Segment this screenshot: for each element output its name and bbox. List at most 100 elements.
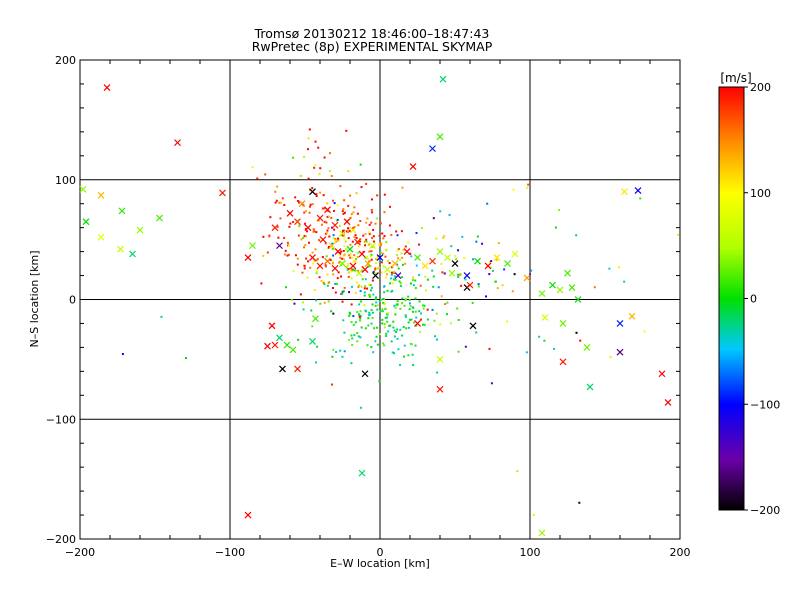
data-dot	[357, 285, 360, 288]
data-dot	[414, 286, 417, 289]
data-dot	[311, 251, 314, 254]
data-dot	[360, 326, 363, 329]
data-cross	[283, 341, 291, 349]
data-cross	[276, 334, 283, 342]
data-dot	[349, 270, 352, 273]
colorbar-gradient	[718, 86, 745, 511]
data-cross	[616, 348, 624, 356]
data-dot	[314, 140, 317, 143]
data-dot	[302, 236, 305, 239]
data-dot	[353, 254, 356, 257]
data-dot	[489, 261, 492, 264]
data-cross	[331, 264, 339, 272]
data-dot	[360, 186, 363, 189]
data-dot	[350, 321, 353, 324]
data-dot	[367, 324, 370, 327]
colorbar-tick-label: 100	[750, 187, 771, 200]
data-dot	[426, 308, 429, 311]
data-dot	[315, 270, 318, 273]
data-dot	[371, 303, 374, 306]
data-cross	[493, 254, 501, 262]
data-cross	[294, 218, 301, 226]
data-dot	[370, 346, 373, 349]
data-dot	[409, 282, 412, 285]
data-dot	[364, 256, 367, 259]
data-cross	[331, 221, 339, 229]
data-dot	[411, 279, 414, 282]
data-dot	[426, 318, 429, 321]
data-dot	[375, 335, 378, 338]
data-dot	[355, 237, 358, 240]
data-dot	[353, 226, 356, 229]
data-cross	[309, 337, 316, 345]
data-dot	[506, 320, 509, 323]
data-dot	[477, 283, 480, 286]
data-dot	[330, 216, 333, 219]
data-dot	[396, 303, 399, 306]
data-dot	[374, 340, 377, 343]
data-dot	[315, 231, 318, 234]
data-cross	[469, 322, 477, 330]
data-dot	[385, 276, 388, 279]
data-dot	[371, 246, 374, 249]
data-dot	[486, 202, 489, 205]
data-dot	[340, 250, 343, 253]
data-dot	[378, 244, 381, 247]
data-dot	[485, 295, 488, 298]
x-axis-label: E–W location [km]	[330, 557, 430, 570]
data-dot	[318, 239, 321, 242]
data-dot	[349, 312, 352, 315]
data-dot	[315, 193, 318, 196]
data-dot	[346, 231, 349, 234]
data-cross	[414, 254, 421, 262]
data-cross	[628, 312, 636, 320]
data-dot	[409, 304, 412, 307]
data-dot	[332, 209, 335, 212]
data-dot	[497, 242, 500, 245]
data-dot	[365, 238, 368, 241]
data-dot	[402, 248, 405, 251]
data-cross	[304, 224, 312, 232]
data-dot	[326, 273, 329, 276]
data-cross	[117, 245, 124, 253]
data-dot	[342, 290, 345, 293]
data-dot	[352, 260, 355, 263]
data-dot	[369, 255, 372, 258]
data-dot	[343, 331, 346, 334]
data-dot	[403, 344, 406, 347]
data-dot	[278, 201, 281, 204]
data-dot	[311, 203, 314, 206]
data-dot	[332, 348, 335, 351]
data-dot	[301, 271, 304, 274]
data-dot	[327, 300, 330, 303]
data-dot	[419, 284, 422, 287]
data-dot	[268, 235, 271, 238]
data-dot	[359, 315, 362, 318]
data-dot	[303, 211, 306, 214]
data-dot	[308, 211, 311, 214]
data-dot	[433, 319, 436, 322]
data-dot	[418, 300, 421, 303]
data-dot	[366, 257, 369, 260]
data-dot	[357, 251, 360, 254]
data-dot	[476, 235, 479, 238]
colorbar-label: [m/s]	[720, 71, 751, 85]
data-dot	[307, 148, 310, 151]
data-dot	[382, 237, 385, 240]
y-tick-label: −200	[46, 533, 76, 546]
data-cross	[97, 191, 105, 199]
data-cross	[664, 399, 672, 406]
data-dot	[418, 274, 421, 277]
data-dot	[347, 338, 350, 341]
data-dot	[341, 355, 344, 358]
data-dot	[385, 316, 388, 319]
data-dot	[332, 254, 335, 257]
data-dot	[414, 310, 417, 313]
data-dot	[385, 332, 388, 335]
data-dot	[358, 313, 361, 316]
colorbar-tick-label: 0	[750, 293, 757, 306]
data-dot	[408, 318, 411, 321]
data-dot	[314, 163, 317, 166]
data-dot	[374, 272, 377, 275]
